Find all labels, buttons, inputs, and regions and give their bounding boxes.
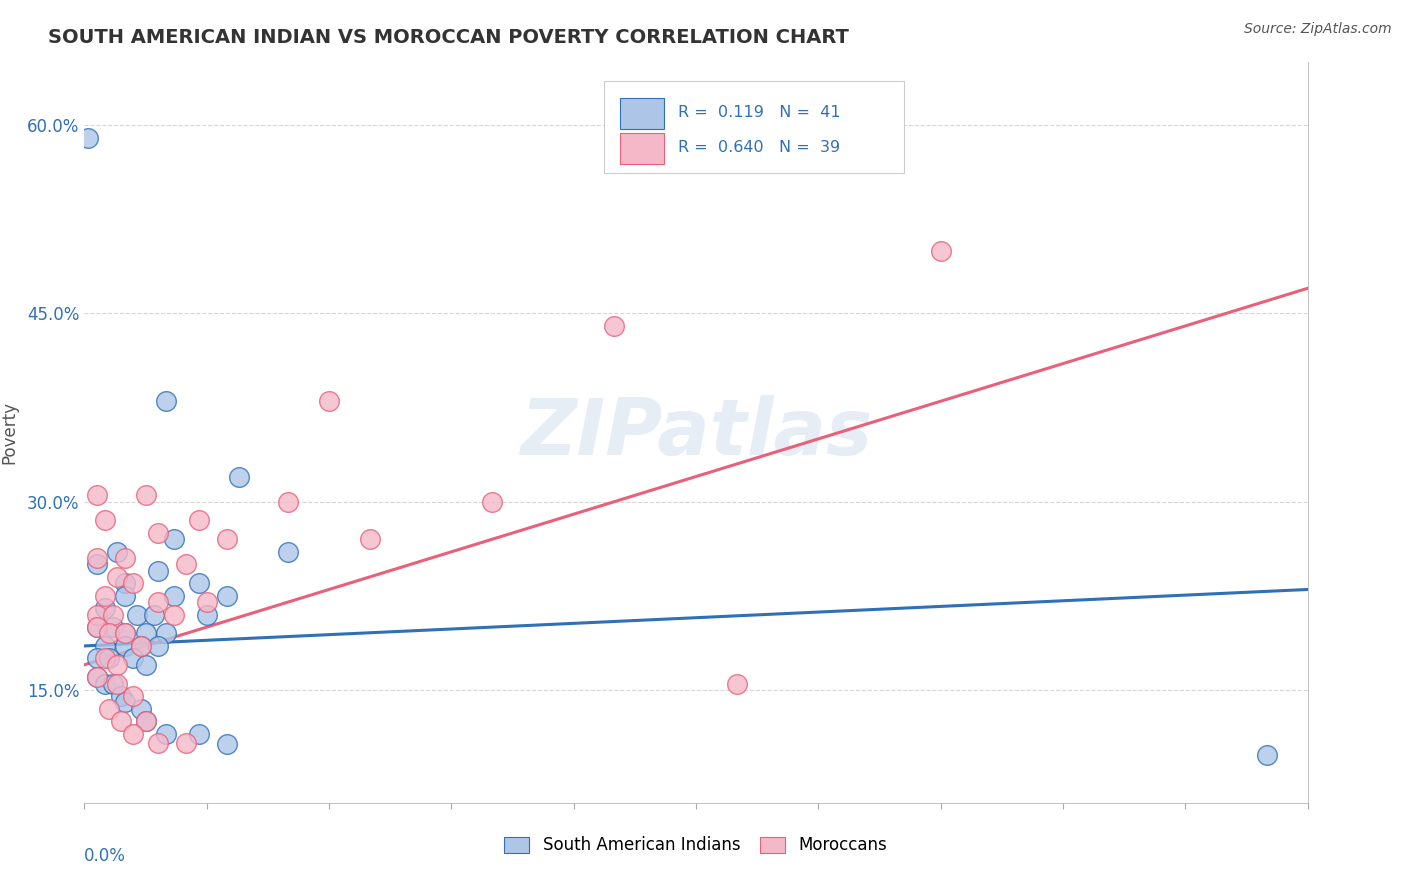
Point: [93, 513, 115, 527]
Text: SOUTH AMERICAN INDIAN VS MOROCCAN POVERTY CORRELATION CHART: SOUTH AMERICAN INDIAN VS MOROCCAN POVERT…: [48, 28, 849, 47]
Point: [359, 533, 381, 547]
Point: [93, 639, 115, 653]
Point: [86, 651, 108, 665]
Point: [135, 626, 157, 640]
Text: R =  0.640   N =  39: R = 0.640 N = 39: [678, 140, 839, 155]
Point: [86, 551, 108, 566]
Point: [155, 626, 177, 640]
Text: 0.0%: 0.0%: [84, 847, 127, 865]
Point: [146, 735, 169, 749]
Point: [93, 651, 115, 665]
Point: [318, 394, 340, 409]
Point: [146, 564, 169, 578]
Point: [277, 494, 299, 508]
Point: [86, 607, 108, 622]
Point: [131, 639, 153, 653]
Point: [187, 727, 209, 741]
Point: [1256, 748, 1278, 763]
Point: [101, 620, 124, 634]
Point: [163, 607, 186, 622]
Point: [93, 676, 115, 690]
Point: [101, 607, 124, 622]
Point: [110, 689, 132, 703]
Point: [146, 639, 169, 653]
Point: [174, 558, 197, 572]
Point: [114, 589, 136, 603]
Point: [114, 576, 136, 591]
Point: [122, 727, 145, 741]
Point: [228, 469, 250, 483]
Text: R =  0.119   N =  41: R = 0.119 N = 41: [678, 105, 841, 120]
Point: [114, 695, 136, 709]
Point: [131, 639, 153, 653]
Point: [135, 657, 157, 672]
Point: [187, 576, 209, 591]
Point: [146, 595, 169, 609]
FancyBboxPatch shape: [620, 98, 664, 129]
Point: [135, 714, 157, 729]
Point: [114, 639, 136, 653]
Point: [127, 607, 149, 622]
Point: [603, 318, 626, 333]
Point: [277, 545, 299, 559]
Text: Source: ZipAtlas.com: Source: ZipAtlas.com: [1244, 22, 1392, 37]
Point: [217, 589, 239, 603]
Point: [110, 714, 132, 729]
Point: [174, 735, 197, 749]
Point: [155, 727, 177, 741]
Point: [86, 488, 108, 502]
Point: [725, 676, 748, 690]
Point: [163, 589, 186, 603]
Point: [155, 394, 177, 409]
Point: [195, 607, 218, 622]
Point: [217, 533, 239, 547]
Legend: South American Indians, Moroccans: South American Indians, Moroccans: [498, 830, 894, 861]
Point: [97, 626, 120, 640]
Point: [481, 494, 503, 508]
Point: [217, 737, 239, 751]
Point: [122, 651, 145, 665]
Point: [114, 626, 136, 640]
Point: [86, 558, 108, 572]
Point: [93, 589, 115, 603]
FancyBboxPatch shape: [605, 81, 904, 173]
Point: [97, 701, 120, 715]
Point: [97, 651, 120, 665]
Point: [163, 533, 186, 547]
Point: [105, 657, 128, 672]
Point: [187, 513, 209, 527]
Text: ZIPatlas: ZIPatlas: [520, 394, 872, 471]
Point: [86, 620, 108, 634]
Y-axis label: Poverty: Poverty: [0, 401, 18, 464]
Point: [131, 701, 153, 715]
Point: [195, 595, 218, 609]
Point: [101, 676, 124, 690]
Point: [105, 676, 128, 690]
Point: [114, 551, 136, 566]
Point: [146, 526, 169, 541]
Point: [93, 601, 115, 615]
Point: [105, 545, 128, 559]
Point: [135, 488, 157, 502]
Point: [135, 714, 157, 729]
Point: [122, 689, 145, 703]
Point: [86, 670, 108, 684]
Point: [122, 576, 145, 591]
Point: [929, 244, 952, 258]
Point: [86, 670, 108, 684]
FancyBboxPatch shape: [620, 133, 664, 164]
Point: [86, 620, 108, 634]
Point: [114, 626, 136, 640]
Point: [142, 607, 165, 622]
Point: [105, 570, 128, 584]
Point: [77, 130, 100, 145]
